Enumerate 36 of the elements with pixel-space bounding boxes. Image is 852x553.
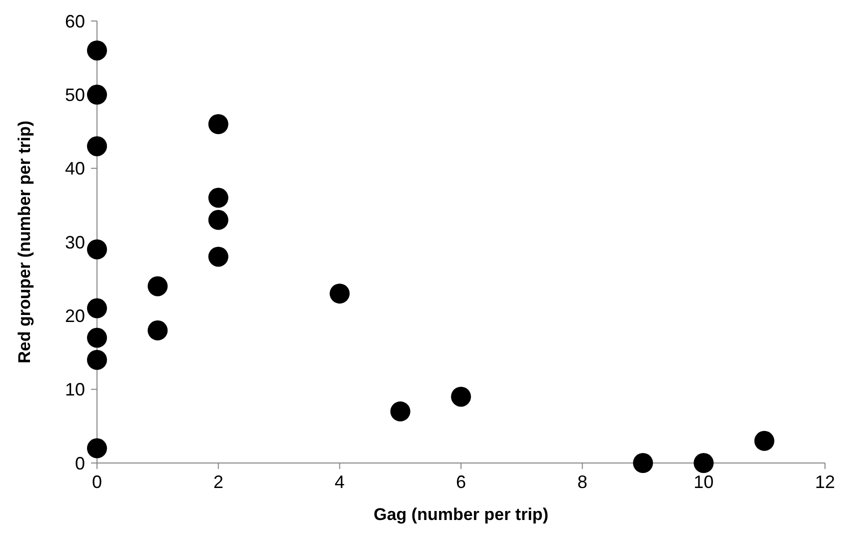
x-tick-label: 8	[577, 472, 588, 492]
point	[87, 40, 107, 60]
point	[208, 188, 228, 208]
point	[330, 284, 350, 304]
point	[633, 453, 653, 473]
y-axis-title: Red grouper (number per trip)	[15, 120, 34, 364]
y-tick-label: 10	[64, 380, 85, 400]
point	[87, 328, 107, 348]
x-tick-label: 2	[213, 472, 224, 492]
y-tick-label: 0	[74, 453, 85, 474]
point	[451, 386, 471, 407]
x-tick-label: 10	[694, 472, 714, 492]
x-axis-title: Gag (number per trip)	[374, 505, 548, 524]
x-tick-label: 6	[456, 472, 466, 492]
y-tick-label: 50	[64, 84, 85, 105]
y-tick-label: 30	[64, 232, 85, 252]
point	[87, 438, 107, 458]
x-tick-label: 4	[334, 472, 345, 492]
point	[390, 401, 410, 422]
point	[208, 114, 228, 134]
y-tick-label: 60	[64, 11, 85, 32]
x-tick-label: 0	[92, 472, 102, 492]
point	[208, 246, 228, 267]
y-tick-label: 20	[64, 306, 85, 326]
point	[148, 276, 168, 296]
point	[87, 298, 107, 318]
point	[694, 453, 714, 473]
point	[87, 239, 107, 260]
point	[148, 320, 168, 340]
point	[87, 84, 107, 105]
y-tick-label: 40	[64, 158, 85, 179]
point	[208, 210, 228, 230]
point	[754, 430, 774, 451]
x-tick-label: 12	[814, 472, 836, 492]
point	[87, 350, 107, 370]
point	[87, 136, 107, 156]
